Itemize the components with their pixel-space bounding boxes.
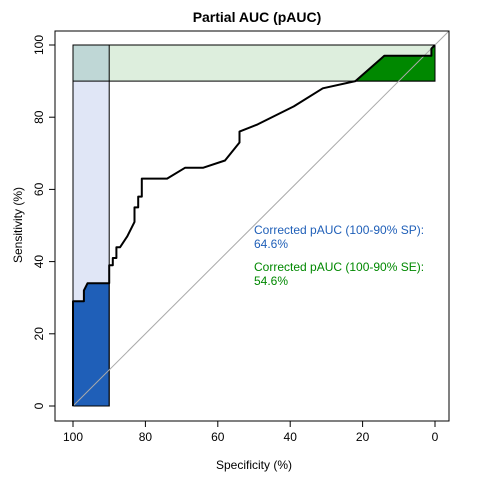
roc-curve-group — [72, 44, 436, 406]
x-tick-label: 100 — [63, 430, 83, 444]
x-tick-label: 20 — [356, 430, 370, 444]
annotation-text: 64.6% — [254, 237, 288, 251]
y-tick-label: 40 — [32, 255, 46, 269]
annotation-text: Corrected pAUC (100-90% SP): — [254, 223, 424, 237]
y-tick-label: 60 — [32, 182, 46, 196]
annotation-text: Corrected pAUC (100-90% SE): — [254, 260, 424, 274]
chart-title: Partial AUC (pAUC) — [193, 9, 322, 25]
y-tick-label: 80 — [32, 110, 46, 124]
se-band-outline — [72, 44, 436, 82]
annotations: Corrected pAUC (100-90% SP):64.6% Correct… — [254, 223, 424, 288]
annotation-text: 54.6% — [254, 274, 288, 288]
y-tick-label: 100 — [32, 35, 46, 55]
overlap-band — [73, 45, 110, 82]
x-tick-label: 60 — [211, 430, 225, 444]
axes: 100 80 60 40 20 0 0 20 40 60 80 100 — [32, 30, 450, 444]
x-axis-label: Specificity (%) — [216, 458, 292, 472]
y-axis-label: Sensitivity (%) — [11, 187, 25, 263]
x-tick-label: 40 — [284, 430, 298, 444]
y-tick-label: 20 — [32, 327, 46, 341]
plot-frame — [54, 30, 450, 422]
x-tick-label: 80 — [139, 430, 153, 444]
y-tick-label: 0 — [32, 402, 46, 409]
roc-curve — [72, 44, 436, 406]
diagonal-line — [72, 30, 450, 407]
x-tick-label: 0 — [432, 430, 439, 444]
diagonal-reference — [72, 30, 450, 407]
